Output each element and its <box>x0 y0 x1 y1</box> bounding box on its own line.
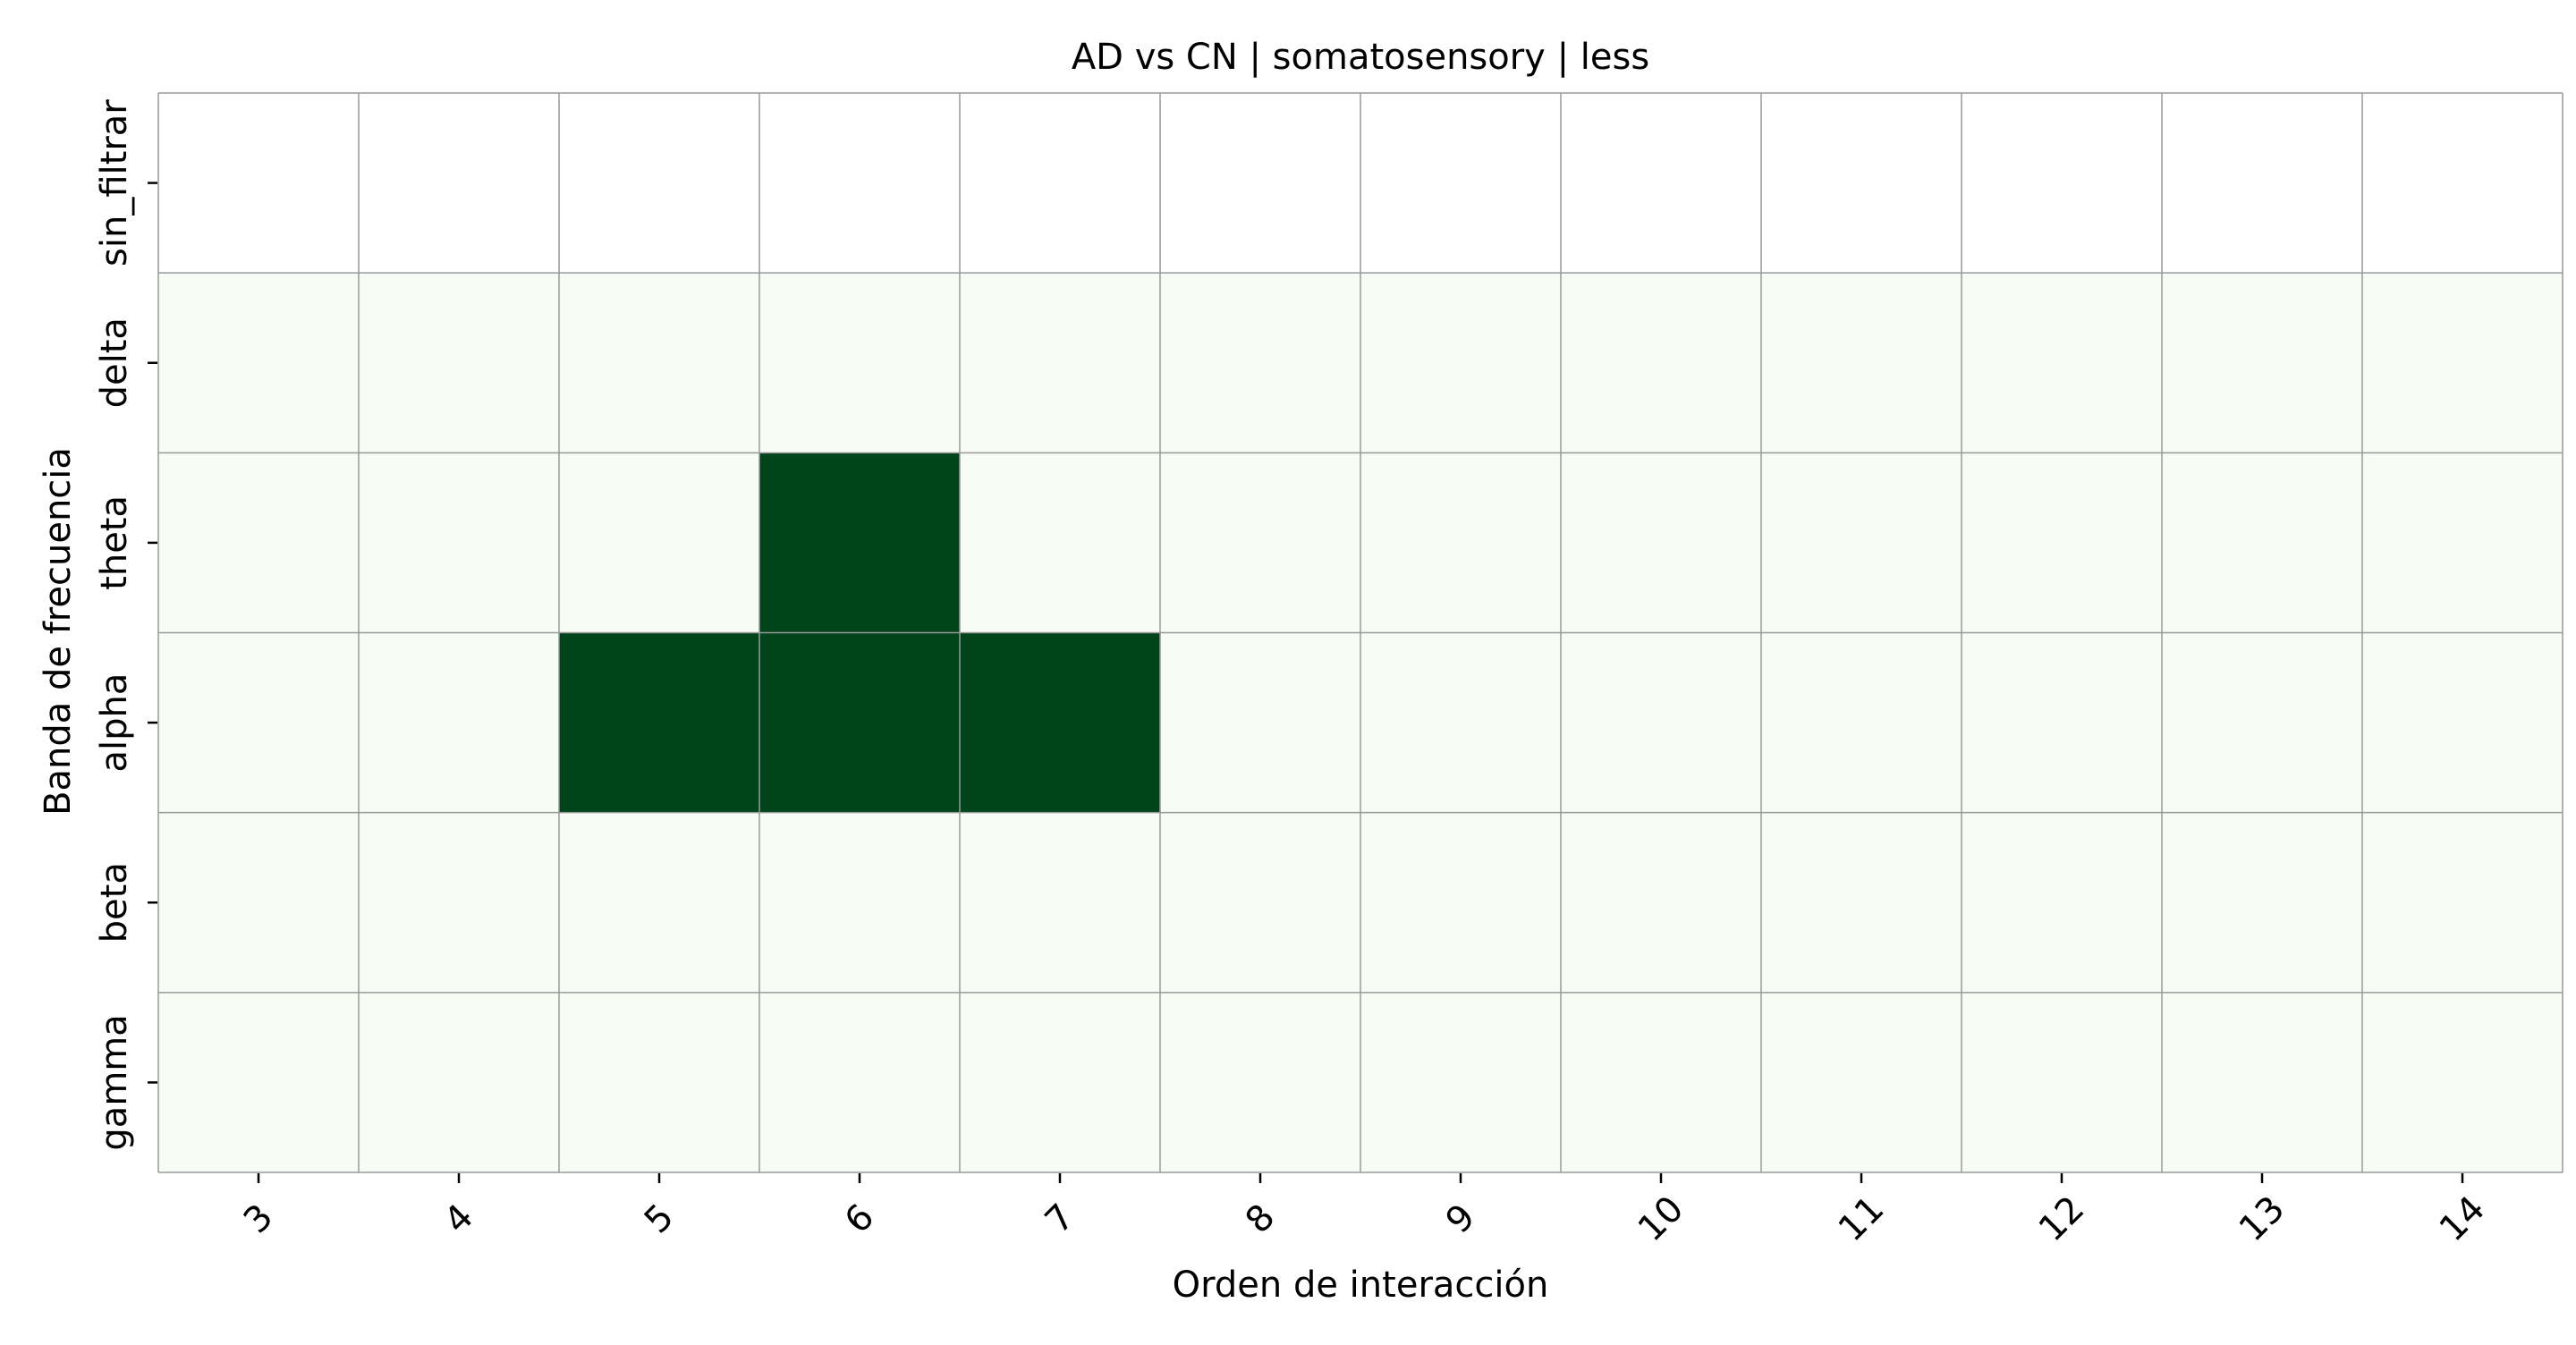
heatmap-cell-delta-13 <box>2162 273 2362 453</box>
heatmap-cell-theta-10 <box>1561 453 1761 633</box>
heatmap-cell-sin_filtrar-4 <box>359 93 559 274</box>
heatmap-cell-gamma-14 <box>2362 992 2563 1172</box>
heatmap-cell-alpha-10 <box>1561 632 1761 813</box>
heatmap-cell-gamma-10 <box>1561 992 1761 1172</box>
heatmap-cell-beta-14 <box>2362 812 2563 993</box>
heatmap-cell-theta-3 <box>158 453 359 633</box>
y-tick-label-theta: theta <box>94 495 135 590</box>
y-tick-label-gamma: gamma <box>94 1014 135 1150</box>
heatmap-cell-theta-7 <box>960 453 1160 633</box>
heatmap-cell-delta-11 <box>1761 273 1962 453</box>
heatmap-cell-alpha-4 <box>359 632 559 813</box>
heatmap-cell-gamma-9 <box>1360 992 1561 1172</box>
heatmap-cell-theta-14 <box>2362 453 2563 633</box>
heatmap-cell-gamma-7 <box>960 992 1160 1172</box>
heatmap-cell-sin_filtrar-11 <box>1761 93 1962 274</box>
heatmap-cell-theta-6 <box>759 453 960 633</box>
x-tick-label-14: 14 <box>2432 1189 2494 1250</box>
heatmap-cell-alpha-12 <box>1962 632 2162 813</box>
heatmap-cell-sin_filtrar-14 <box>2362 93 2563 274</box>
x-tick-label-6: 6 <box>837 1197 883 1242</box>
heatmap-cell-beta-4 <box>359 812 559 993</box>
heatmap-cell-sin_filtrar-12 <box>1962 93 2162 274</box>
heatmap-cell-beta-7 <box>960 812 1160 993</box>
heatmap-cell-alpha-3 <box>158 632 359 813</box>
heatmap-cell-theta-12 <box>1962 453 2162 633</box>
heatmap-cell-delta-12 <box>1962 273 2162 453</box>
y-tick-label-beta: beta <box>94 862 135 943</box>
heatmap-cell-delta-5 <box>559 273 759 453</box>
heatmap-cell-delta-6 <box>759 273 960 453</box>
y-tick-label-sin_filtrar: sin_filtrar <box>94 99 135 266</box>
heatmap-cell-alpha-6 <box>759 632 960 813</box>
heatmap-cell-sin_filtrar-7 <box>960 93 1160 274</box>
heatmap-cell-delta-7 <box>960 273 1160 453</box>
heatmap-cell-beta-9 <box>1360 812 1561 993</box>
heatmap-cell-delta-8 <box>1160 273 1360 453</box>
heatmap-cell-sin_filtrar-3 <box>158 93 359 274</box>
heatmap-cell-beta-12 <box>1962 812 2162 993</box>
heatmap-cell-gamma-4 <box>359 992 559 1172</box>
heatmap-cell-theta-8 <box>1160 453 1360 633</box>
heatmap-cell-gamma-8 <box>1160 992 1360 1172</box>
x-axis-label: Orden de interacción <box>1173 1265 1549 1306</box>
heatmap-cell-beta-11 <box>1761 812 1962 993</box>
heatmap-cell-alpha-9 <box>1360 632 1561 813</box>
chart-title: AD vs CN | somatosensory | less <box>1072 37 1649 78</box>
x-tick-label-11: 11 <box>1831 1189 1893 1250</box>
x-tick-label-4: 4 <box>436 1197 482 1242</box>
heatmap-cell-beta-5 <box>559 812 759 993</box>
heatmap-cell-sin_filtrar-10 <box>1561 93 1761 274</box>
x-tick-label-12: 12 <box>2031 1189 2093 1250</box>
heatmap-cell-beta-3 <box>158 812 359 993</box>
x-tick-label-13: 13 <box>2232 1189 2293 1250</box>
y-tick-label-alpha: alpha <box>94 673 135 773</box>
heatmap-cells <box>158 93 2563 1172</box>
heatmap-cell-sin_filtrar-5 <box>559 93 759 274</box>
heatmap-cell-beta-13 <box>2162 812 2362 993</box>
x-axis-ticks: 3 4 5 6 7 8 9 10 11 12 13 14 <box>236 1173 2494 1250</box>
heatmap-cell-alpha-7 <box>960 632 1160 813</box>
y-axis-label: Banda de frecuencia <box>38 447 79 816</box>
heatmap-cell-gamma-5 <box>559 992 759 1172</box>
heatmap-cell-theta-11 <box>1761 453 1962 633</box>
heatmap-cell-sin_filtrar-8 <box>1160 93 1360 274</box>
heatmap-cell-alpha-8 <box>1160 632 1360 813</box>
heatmap-cell-theta-13 <box>2162 453 2362 633</box>
x-tick-label-10: 10 <box>1631 1189 1692 1250</box>
x-tick-label-5: 5 <box>637 1197 682 1242</box>
heatmap-cell-alpha-5 <box>559 632 759 813</box>
heatmap-cell-gamma-12 <box>1962 992 2162 1172</box>
heatmap-cell-delta-14 <box>2362 273 2563 453</box>
heatmap-cell-alpha-14 <box>2362 632 2563 813</box>
heatmap-cell-delta-10 <box>1561 273 1761 453</box>
heatmap-cell-beta-8 <box>1160 812 1360 993</box>
heatmap-gridlines <box>157 92 2563 1173</box>
heatmap-cell-gamma-13 <box>2162 992 2362 1172</box>
heatmap-cell-sin_filtrar-13 <box>2162 93 2362 274</box>
heatmap-cell-delta-4 <box>359 273 559 453</box>
x-tick-label-9: 9 <box>1438 1197 1484 1242</box>
heatmap-cell-beta-6 <box>759 812 960 993</box>
heatmap-cell-gamma-6 <box>759 992 960 1172</box>
heatmap-cell-delta-3 <box>158 273 359 453</box>
x-tick-label-7: 7 <box>1038 1197 1083 1242</box>
heatmap-cell-theta-9 <box>1360 453 1561 633</box>
heatmap-cell-delta-9 <box>1360 273 1561 453</box>
heatmap-cell-alpha-11 <box>1761 632 1962 813</box>
heatmap-cell-beta-10 <box>1561 812 1761 993</box>
y-tick-label-delta: delta <box>94 317 135 408</box>
heatmap-cell-theta-5 <box>559 453 759 633</box>
heatmap-cell-gamma-3 <box>158 992 359 1172</box>
heatmap-cell-sin_filtrar-6 <box>759 93 960 274</box>
heatmap-cell-sin_filtrar-9 <box>1360 93 1561 274</box>
heatmap-cell-theta-4 <box>359 453 559 633</box>
x-tick-label-8: 8 <box>1238 1197 1284 1242</box>
heatmap-cell-alpha-13 <box>2162 632 2362 813</box>
x-tick-label-3: 3 <box>236 1197 282 1242</box>
heatmap-cell-gamma-11 <box>1761 992 1962 1172</box>
